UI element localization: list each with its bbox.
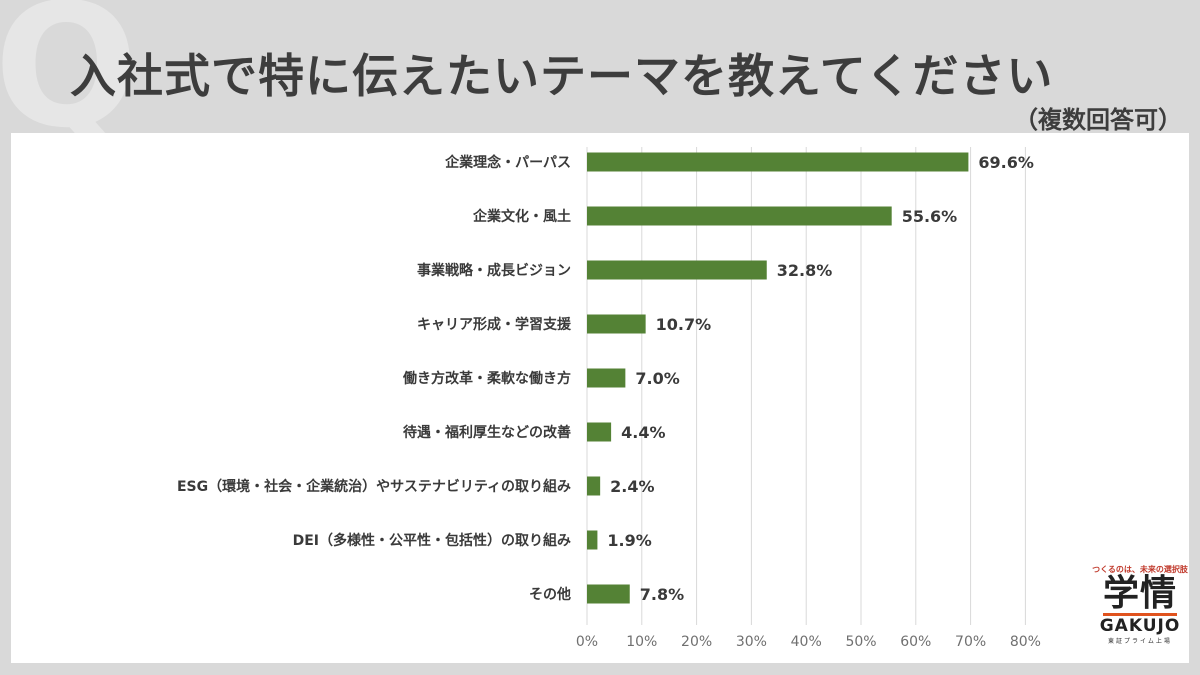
bar-layer xyxy=(587,152,969,604)
tick-label: 40% xyxy=(791,634,822,650)
value-label: 69.6% xyxy=(978,153,1034,172)
bar xyxy=(587,206,892,226)
gakujo-logo: つくるのは、未来の選択肢 学情 GAKUJO 東証プライム上場 xyxy=(1085,564,1195,645)
tick-label: 20% xyxy=(681,634,712,650)
tick-label: 70% xyxy=(955,634,986,650)
logo-name-en: GAKUJO xyxy=(1099,615,1181,636)
category-label: 企業文化・風土 xyxy=(472,208,571,225)
logo-name-jp: 学情 xyxy=(1102,573,1177,614)
category-label: 待遇・福利厚生などの改善 xyxy=(403,424,571,441)
value-label: 7.8% xyxy=(640,585,684,604)
tick-label: 0% xyxy=(576,634,598,650)
bar xyxy=(587,368,626,388)
logo-underline xyxy=(1103,612,1177,616)
bar xyxy=(587,314,646,334)
value-label: 4.4% xyxy=(621,423,665,442)
category-label: キャリア形成・学習支援 xyxy=(417,316,572,333)
value-label: 7.0% xyxy=(635,369,679,388)
value-label: 32.8% xyxy=(777,261,833,280)
category-label: ESG（環境・社会・企業統治）やサステナビリティの取り組み xyxy=(177,478,571,495)
value-label: 10.7% xyxy=(656,315,712,334)
logo-tagline: つくるのは、未来の選択肢 xyxy=(1092,565,1188,574)
logo-sub: 東証プライム上場 xyxy=(1108,638,1172,646)
bar xyxy=(587,530,598,550)
category-label: 事業戦略・成長ビジョン xyxy=(417,262,571,279)
value-label: 2.4% xyxy=(610,477,654,496)
value-label: 1.9% xyxy=(607,531,651,550)
bar-chart: 0% 10% 20% 30% 40% 50% 60% 70% 80% 企業理念・パーパス 69.6%… xyxy=(177,147,1041,650)
tick-label: 80% xyxy=(1010,634,1041,650)
bar xyxy=(587,152,969,172)
bar xyxy=(587,422,612,442)
bar xyxy=(587,476,601,496)
category-label: その他 xyxy=(529,586,571,603)
grid-layer xyxy=(586,147,1026,625)
label-layer: 0% 10% 20% 30% 40% 50% 60% 70% 80% 企業理念・パーパス 69.6%… xyxy=(177,153,1041,650)
page-subtitle: （複数回答可） xyxy=(1014,106,1182,134)
category-label: 企業理念・パーパス xyxy=(444,154,571,171)
page-title: 入社式で特に伝えたいテーマを教えてください xyxy=(70,49,1054,103)
bar xyxy=(587,260,767,280)
category-label: DEI（多様性・公平性・包括性）の取り組み xyxy=(293,532,571,549)
value-label: 55.6% xyxy=(902,207,958,226)
category-label: 働き方改革・柔軟な働き方 xyxy=(402,370,571,387)
tick-label: 50% xyxy=(845,634,876,650)
tick-label: 10% xyxy=(626,634,657,650)
chart-panel: 0% 10% 20% 30% 40% 50% 60% 70% 80% 企業理念・パーパス 69.6%… xyxy=(11,133,1189,663)
tick-label: 30% xyxy=(736,634,767,650)
tick-label: 60% xyxy=(900,634,931,650)
bar xyxy=(587,584,630,604)
q-watermark: Q xyxy=(0,0,139,166)
